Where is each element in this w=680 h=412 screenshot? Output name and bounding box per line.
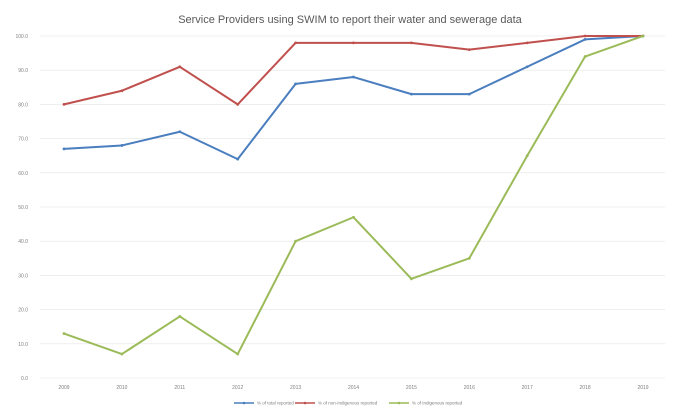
- data-point: [178, 65, 182, 69]
- y-tick-label: 80.0: [18, 102, 28, 108]
- data-point: [62, 147, 66, 151]
- data-point: [467, 92, 471, 96]
- data-point: [178, 315, 182, 318]
- y-tick-label: 0.0: [21, 376, 28, 382]
- legend-marker: [397, 401, 401, 405]
- x-tick-label: 2014: [348, 385, 359, 391]
- x-tick-label: 2017: [522, 385, 533, 391]
- data-point: [236, 103, 240, 106]
- y-tick-label: 50.0: [18, 205, 28, 211]
- data-point: [294, 82, 297, 86]
- y-tick-label: 60.0: [18, 171, 28, 177]
- y-tick-label: 40.0: [18, 239, 28, 245]
- x-tick-label: 2015: [406, 385, 417, 391]
- data-point: [236, 157, 240, 161]
- x-tick-label: 2010: [116, 385, 127, 391]
- y-tick-label: 90.0: [18, 68, 28, 74]
- data-point: [467, 48, 471, 52]
- data-point: [525, 41, 529, 45]
- x-tick-label: 2013: [290, 385, 301, 391]
- grid-lines: [40, 35, 665, 379]
- data-point: [294, 41, 297, 45]
- data-point: [178, 130, 182, 134]
- x-tick-label: 2018: [580, 385, 591, 391]
- data-point: [583, 38, 587, 41]
- data-point: [525, 154, 529, 158]
- series-lines: [62, 34, 645, 356]
- data-point: [583, 55, 587, 58]
- data-point: [120, 89, 124, 93]
- y-tick-label: 100.0: [15, 34, 28, 40]
- series-line: [63, 35, 644, 161]
- data-point: [410, 277, 413, 281]
- data-point: [352, 75, 355, 79]
- legend: % of total reported % of non-Indigenous r…: [234, 401, 463, 406]
- data-point: [352, 41, 355, 45]
- series-line: [63, 35, 644, 356]
- y-tick-label: 70.0: [18, 137, 28, 143]
- data-point: [62, 332, 66, 335]
- data-point: [120, 352, 124, 356]
- x-tick-label: 2011: [174, 385, 185, 391]
- y-tick-label: 30.0: [18, 273, 28, 279]
- data-point: [525, 65, 529, 69]
- x-tick-label: 2019: [637, 385, 648, 391]
- data-point: [641, 34, 645, 38]
- x-tick-label: 2012: [232, 385, 243, 391]
- data-point: [410, 41, 413, 45]
- y-tick-label: 10.0: [18, 342, 28, 348]
- y-axis-ticks: 0.0 10.0 20.0 30.0 40.0 50.0 60.0 70.0 80.0 90.0 1…: [15, 34, 28, 382]
- data-point: [120, 144, 124, 147]
- legend-label: % of non-Indigenous reported: [318, 401, 378, 406]
- y-tick-label: 20.0: [18, 308, 28, 314]
- legend-marker: [303, 401, 307, 405]
- x-tick-label: 2009: [58, 385, 69, 391]
- data-point: [236, 352, 240, 356]
- data-point: [583, 34, 587, 38]
- data-point: [352, 215, 355, 219]
- data-point: [294, 239, 297, 243]
- chart-title: Service Providers using SWIM to report t…: [178, 14, 522, 26]
- legend-marker: [242, 401, 246, 405]
- data-point: [467, 256, 471, 260]
- data-point: [410, 92, 413, 96]
- x-axis-ticks: 2009 2010 2011 2012 2013 2014 2015 2016 2017 2018…: [58, 385, 648, 391]
- x-tick-label: 2016: [464, 385, 475, 391]
- legend-label: % of total reported: [257, 401, 294, 406]
- legend-label: % of Indigenous reported: [412, 401, 463, 406]
- data-point: [62, 103, 66, 106]
